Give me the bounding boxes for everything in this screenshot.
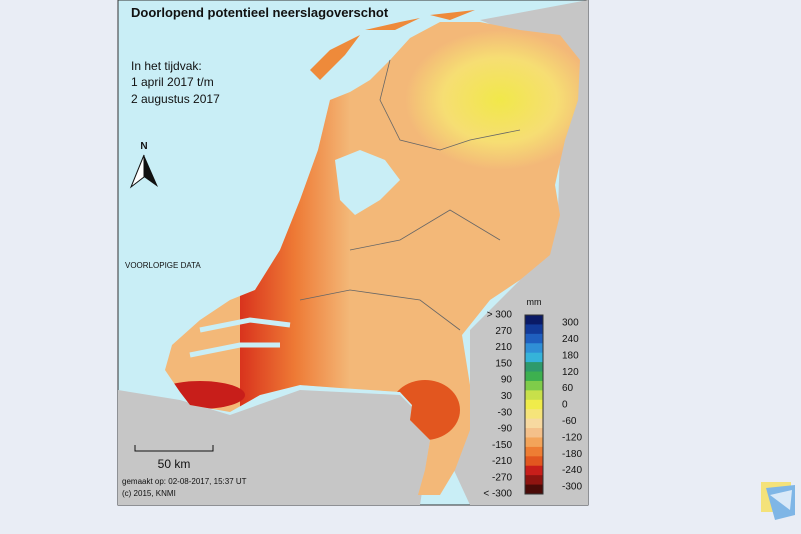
- colorbar-step: [525, 362, 543, 373]
- colorbar-step: [525, 446, 543, 457]
- legend-left-label: > 300: [487, 310, 513, 321]
- north-arrow-right: [144, 155, 158, 187]
- colorbar-step: [525, 333, 543, 344]
- ijsselmeer: [335, 150, 400, 215]
- province-borders: [299, 59, 521, 331]
- legend-right-label: -120: [562, 432, 582, 443]
- colorbar-step: [525, 456, 543, 467]
- dry-low: [405, 30, 580, 170]
- colorbar-step: [525, 343, 543, 354]
- scale-label: 50 km: [158, 457, 191, 471]
- colorbar-step: [525, 399, 543, 410]
- colorbar-step: [525, 324, 543, 335]
- legend-right-label: 240: [562, 334, 579, 345]
- legend-right-label: 300: [562, 318, 579, 329]
- title: Doorlopend potentieel neerslagoverschot: [131, 5, 389, 20]
- colorbar-step: [525, 418, 543, 429]
- legend-right-label: 120: [562, 367, 579, 378]
- legend-left-label: 270: [495, 326, 512, 337]
- estuaries: [189, 317, 291, 358]
- colorbar-step: [525, 484, 543, 495]
- belgium: [118, 390, 430, 505]
- legend-left-label: -90: [498, 424, 513, 435]
- colorbar-step: [525, 390, 543, 401]
- colorbar-step: [525, 380, 543, 391]
- legend-right-label: -180: [562, 449, 582, 460]
- legend-left-label: < -300: [483, 489, 512, 500]
- colorbar-step: [525, 409, 543, 420]
- legend-right-label: 0: [562, 400, 568, 411]
- scale-bar: [134, 445, 214, 452]
- colorbar-step: [525, 428, 543, 438]
- map: Doorlopend potentieel neerslagoverschot …: [117, 0, 589, 506]
- colorbar-step: [525, 315, 543, 325]
- legend-left-label: -210: [492, 456, 512, 467]
- legend-left-label: 90: [501, 375, 513, 386]
- logo: [761, 482, 795, 520]
- legend-left-label: 210: [495, 342, 512, 353]
- legend-left-label: 150: [495, 358, 512, 369]
- note: VOORLOPIGE DATA: [125, 261, 201, 270]
- colorbar-step: [525, 352, 543, 363]
- footer-copyright: (c) 2015, KNMI: [122, 489, 176, 498]
- legend-right-label: 180: [562, 350, 579, 361]
- legend-left-label: -270: [492, 472, 512, 483]
- footer-made: gemaakt op: 02-08-2017, 15:37 UT: [122, 477, 247, 486]
- germany: [440, 0, 588, 505]
- period-start: 1 april 2017 t/m: [131, 75, 214, 89]
- legend-left-label: -150: [492, 440, 512, 451]
- legend-unit: mm: [527, 297, 542, 307]
- colorbar-step: [525, 371, 543, 382]
- legend-left-label: 30: [501, 391, 513, 402]
- legend-left-label: -30: [498, 407, 513, 418]
- north-label: N: [140, 141, 147, 152]
- legend-right-label: 60: [562, 383, 574, 394]
- legend-right-label: -300: [562, 482, 582, 493]
- legend-right-label: -60: [562, 416, 577, 427]
- colorbar-step: [525, 465, 543, 476]
- legend-right-label: -240: [562, 465, 582, 476]
- colorbar-step: [525, 437, 543, 448]
- colorbar-step: [525, 475, 543, 486]
- colorbar: > 300 270 210 150 90 30 -30 -90 -150 -210 -270 < -3…: [483, 310, 582, 500]
- period-label: In het tijdvak:: [131, 59, 202, 73]
- wadden-islands: [310, 10, 475, 80]
- period-end: 2 augustus 2017: [131, 92, 220, 106]
- colorbar-frame: [524, 314, 544, 495]
